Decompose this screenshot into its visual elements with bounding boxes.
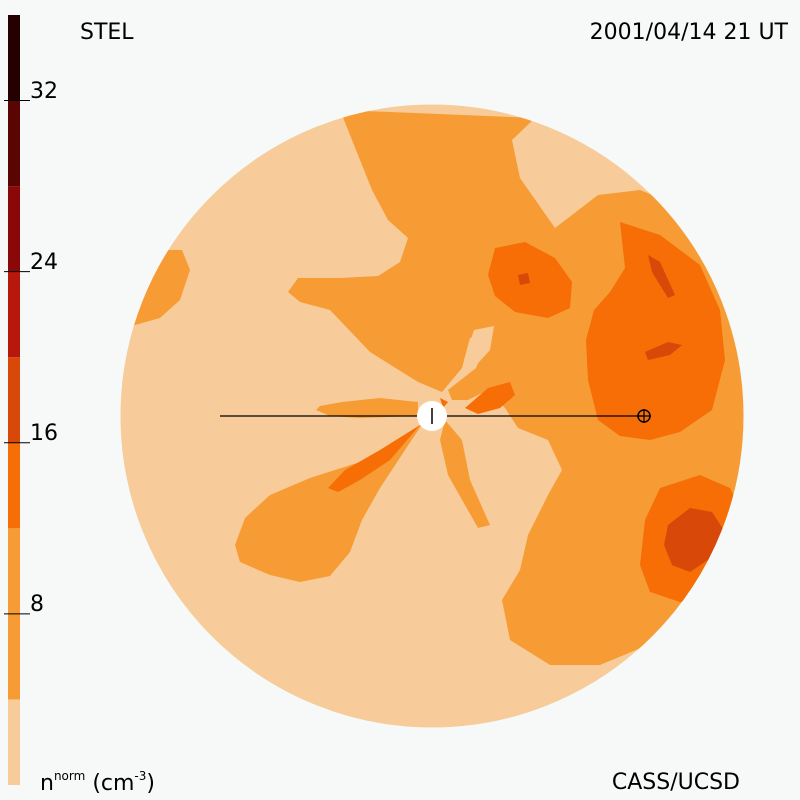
contour-level-1-inner [464,326,494,372]
datetime-label: 2001/04/14 21 UT [589,20,788,45]
unit-close: ) [146,771,155,796]
colorbar-band-0 [8,699,20,785]
colorbar-tick-label: 8 [30,591,44,617]
colorbar-tick-label: 16 [30,420,58,446]
instrument-label: STEL [80,20,134,45]
colorbar-band-2 [8,442,20,529]
unit-superscript: norm [53,769,86,783]
earth-icon [637,409,651,423]
unit-symbol: n [40,771,54,796]
colorbar-band-7 [8,15,20,101]
unit-label: nnorm (cm-3) [40,770,155,795]
sun-icon [417,401,447,431]
colorbar [4,15,30,785]
colorbar-band-4 [8,271,20,358]
colorbar-tick-label: 24 [30,249,58,275]
contour-level-4 [518,255,725,572]
colorbar-band-6 [8,100,20,187]
colorbar-band-5 [8,186,20,272]
unit-exponent: -3 [134,769,147,783]
colorbar-tick-label: 32 [30,78,58,104]
disk-edge [119,103,745,729]
unit-open: (cm [92,771,135,796]
colorbar-band-3 [8,357,20,443]
credit-label: CASS/UCSD [611,770,740,795]
